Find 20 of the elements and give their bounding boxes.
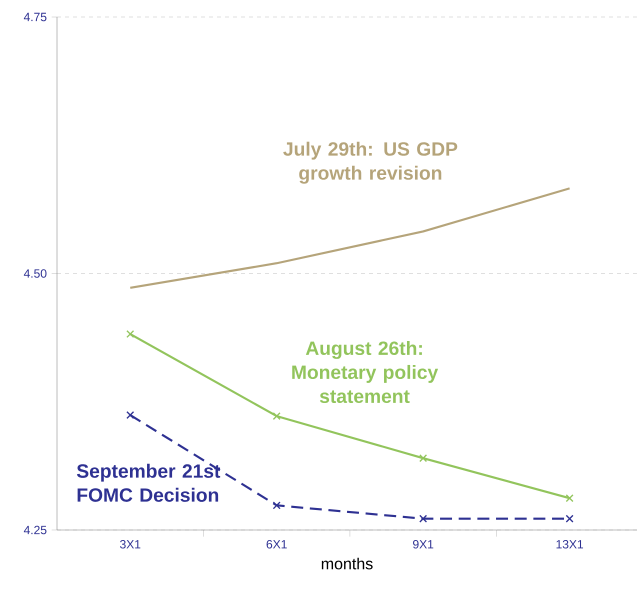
point — [419, 454, 428, 462]
x-tick-label: 6X1 — [266, 540, 287, 549]
point — [419, 514, 428, 523]
point — [566, 494, 574, 502]
series-label: September 21st FOMC Decision — [76, 464, 220, 502]
x-axis-title: months — [322, 558, 373, 570]
line-series — [129, 187, 571, 289]
point — [272, 412, 281, 420]
point — [126, 330, 134, 338]
series-label: July 29th: US GDP growth revision — [283, 142, 458, 184]
x-tick-label: 13X1 — [556, 540, 584, 549]
point — [126, 411, 134, 420]
point — [272, 501, 281, 510]
y-tick-label: 4.75 — [24, 12, 46, 22]
series-label: August 26th: Monetary policy statement — [292, 340, 438, 404]
y-tick-label: 4.50 — [24, 269, 46, 278]
y-tick-label: 4.25 — [24, 526, 46, 534]
x-tick-label: 3X1 — [120, 540, 140, 549]
point — [566, 514, 574, 523]
x-tick-label: 9X1 — [413, 540, 434, 549]
